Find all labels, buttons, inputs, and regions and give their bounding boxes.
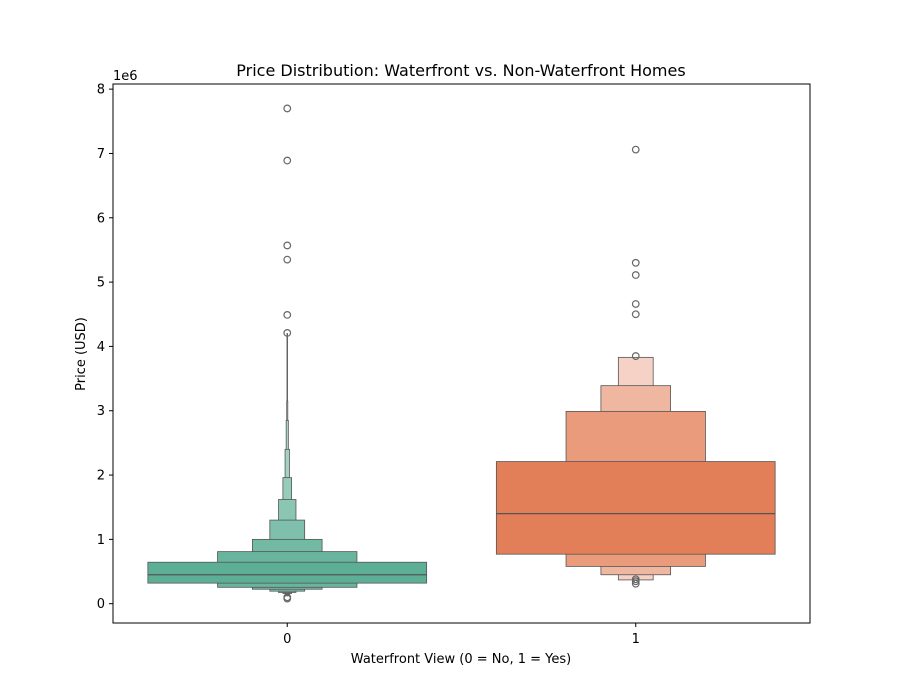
x-tick-label: 1	[632, 632, 640, 647]
y-axis-label: Price (USD)	[74, 317, 89, 391]
outlier-point	[631, 271, 640, 279]
outlier-point	[631, 300, 640, 308]
outlier-point	[631, 579, 640, 588]
x-axis-label: Waterfront View (0 = No, 1 = Yes)	[351, 652, 571, 667]
plot-area	[147, 104, 776, 603]
x-tick-label: 0	[283, 632, 291, 647]
outlier-point	[631, 352, 640, 360]
y-tick-label: 2	[97, 469, 105, 484]
outlier-point	[283, 329, 292, 337]
axes: 0 1 2 3 4 5 6 7 8 0 1	[97, 83, 640, 647]
outlier-point	[283, 104, 292, 113]
outlier-point	[283, 255, 292, 264]
outlier-point	[631, 577, 640, 586]
y-tick-label: 4	[97, 340, 105, 355]
outlier-point	[283, 594, 292, 603]
y-tick-label: 0	[97, 597, 105, 612]
y-tick-label: 3	[97, 404, 105, 419]
boxen-box	[495, 461, 776, 555]
boxen-box	[147, 561, 428, 584]
outlier-point	[283, 156, 292, 165]
outlier-point	[631, 145, 640, 154]
y-tick-label: 1	[97, 533, 105, 548]
y-offset-label: 1e6	[113, 69, 138, 84]
plot-frame	[112, 83, 811, 624]
outlier-point	[631, 310, 640, 319]
y-tick-label: 8	[97, 83, 105, 98]
outlier-point	[631, 258, 640, 267]
y-tick-label: 6	[97, 211, 105, 226]
outlier-point	[283, 311, 292, 319]
y-tick-label: 5	[97, 276, 105, 291]
outlier-point	[283, 241, 292, 250]
y-tick-label: 7	[97, 147, 105, 162]
chart-title: Price Distribution: Waterfront vs. Non-W…	[236, 61, 685, 80]
